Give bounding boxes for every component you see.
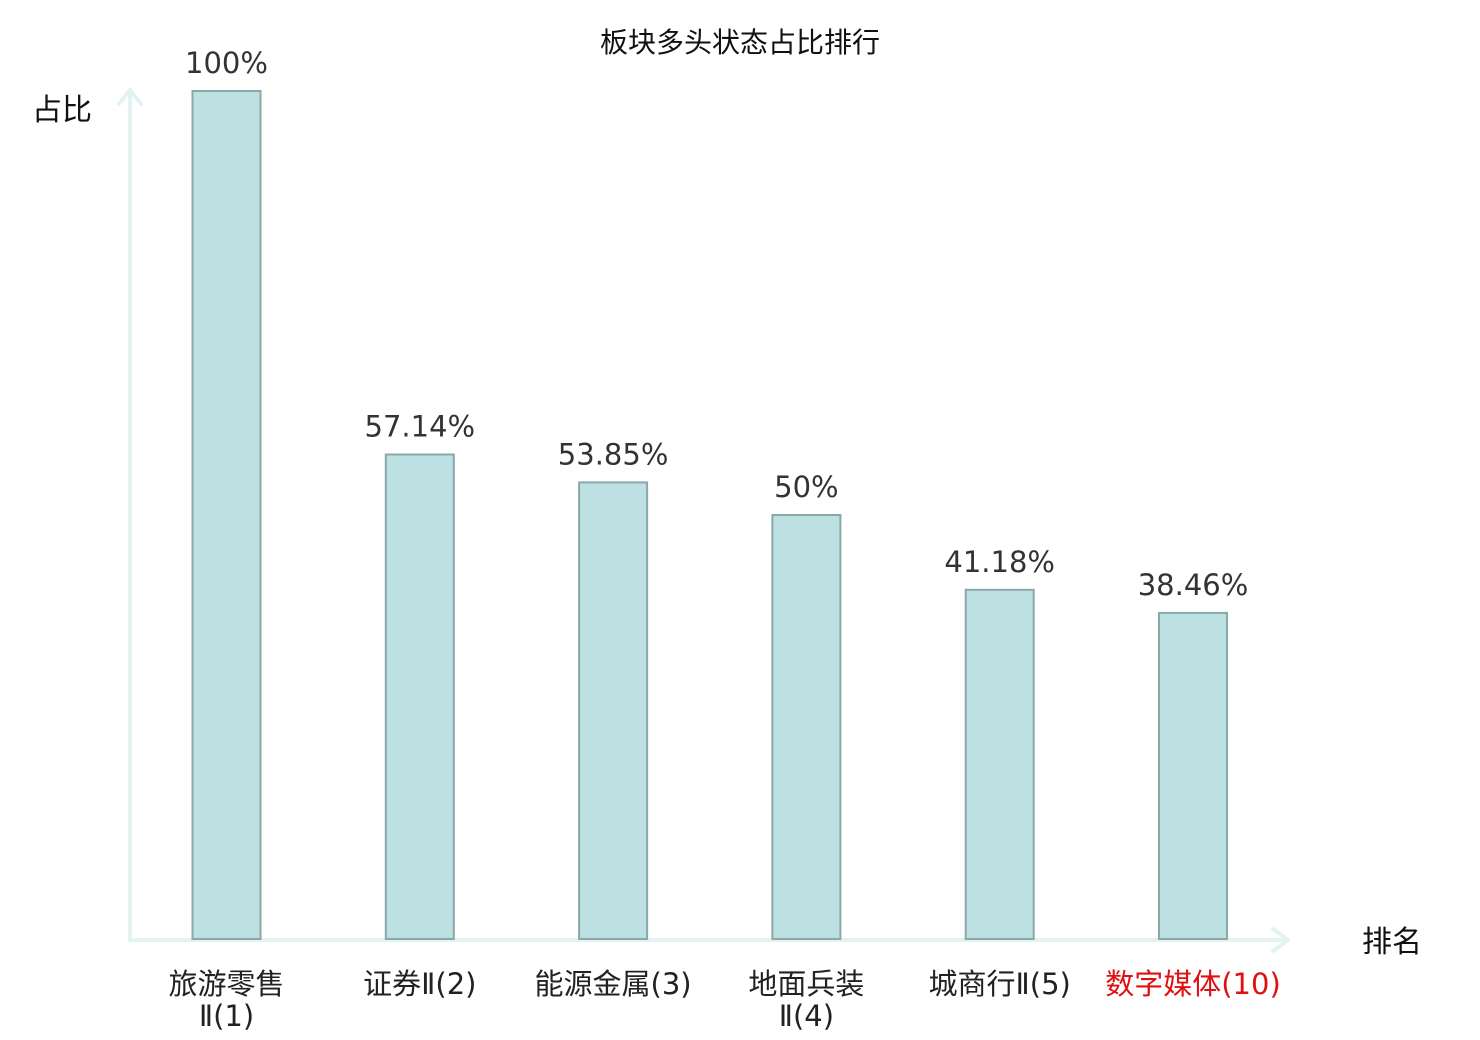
bars-group bbox=[191, 90, 1228, 941]
x-axis-label: 排名 bbox=[1362, 925, 1422, 960]
category-label-6: 数字媒体(10) bbox=[1105, 967, 1281, 1001]
bar-2 bbox=[384, 453, 455, 940]
category-label-1-line-1: 旅游零售 bbox=[168, 967, 284, 1001]
category-label-5: 城商行Ⅱ(5) bbox=[929, 967, 1071, 1001]
bar-3 bbox=[578, 481, 649, 940]
value-label-3: 53.85% bbox=[558, 437, 669, 471]
chart-title: 板块多头状态占比排行 bbox=[600, 26, 880, 59]
y-axis-label: 占比 bbox=[32, 93, 92, 128]
category-label-4-line-2: Ⅱ(4) bbox=[779, 999, 834, 1033]
value-label-2: 57.14% bbox=[365, 410, 476, 444]
category-label-4-line-1: 地面兵装 bbox=[748, 967, 864, 1001]
bar-4 bbox=[771, 514, 842, 940]
category-label-2: 证券Ⅱ(2) bbox=[363, 967, 476, 1001]
value-label-5: 41.18% bbox=[944, 545, 1055, 579]
category-label-3: 能源金属(3) bbox=[535, 967, 692, 1001]
bar-1 bbox=[191, 90, 262, 940]
value-label-1: 100% bbox=[185, 46, 268, 80]
value-label-4: 50% bbox=[774, 470, 838, 504]
bar-6 bbox=[1158, 611, 1228, 941]
category-label-1-line-2: Ⅱ(1) bbox=[199, 999, 254, 1033]
y-axis-arrow-icon bbox=[117, 88, 143, 106]
x-axis-arrow-icon bbox=[1271, 927, 1290, 953]
value-label-6: 38.46% bbox=[1138, 568, 1249, 602]
bar-5 bbox=[964, 588, 1035, 940]
